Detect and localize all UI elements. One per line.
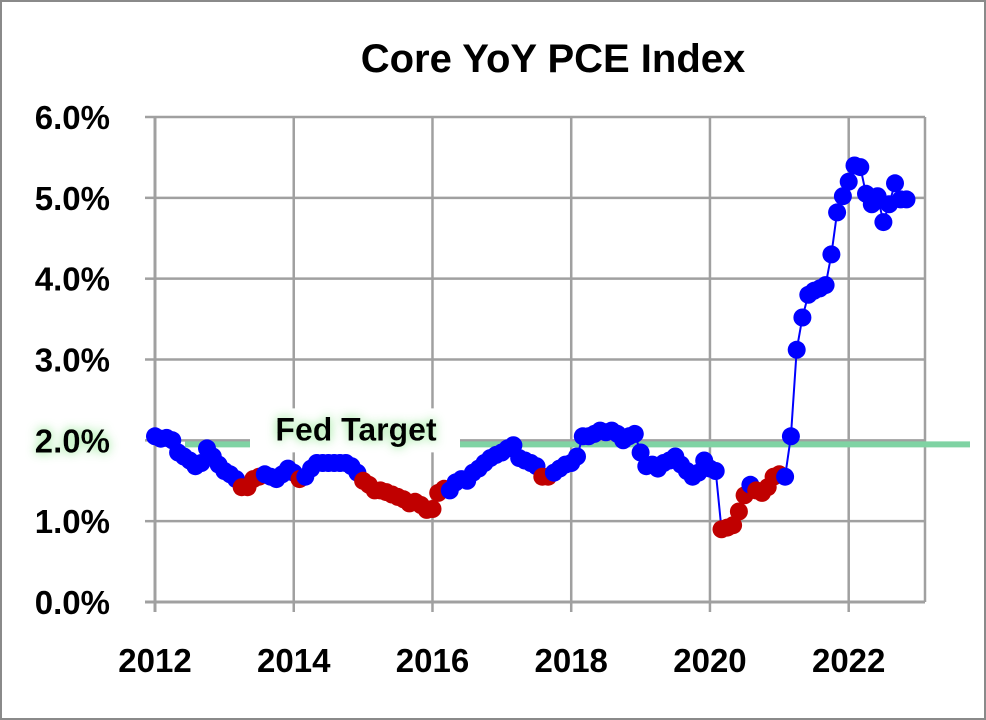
grid-lines: [153, 115, 927, 604]
data-point-blue: [886, 174, 904, 193]
x-tick-label: 2018: [535, 642, 608, 679]
y-tick-label: 3.0%: [35, 342, 110, 379]
fed-target-line-group: Fed Target: [185, 408, 970, 453]
data-point-blue: [897, 190, 916, 209]
fed-target-label-bg: [250, 408, 460, 453]
x-tick-label: 2022: [812, 642, 885, 679]
x-tick-label: 2016: [396, 642, 469, 679]
data-point-blue: [706, 462, 725, 480]
y-tick-label: 2.0%: [35, 422, 110, 459]
y-tick-label: 0.0%: [35, 584, 110, 621]
data-point-blue: [781, 427, 800, 446]
data-point-blue: [828, 203, 847, 222]
x-tick-label: 2020: [673, 642, 746, 679]
data-point-blue: [874, 213, 893, 232]
data-point-blue: [816, 276, 835, 295]
x-tick-label: 2012: [118, 642, 191, 679]
x-tick-label: 2014: [257, 642, 331, 679]
data-points: [146, 156, 916, 539]
data-point-red: [724, 516, 743, 535]
y-tick-label: 6.0%: [35, 99, 110, 136]
data-point-blue: [839, 172, 858, 191]
y-tick-label: 5.0%: [35, 180, 110, 217]
data-point-blue: [793, 308, 812, 327]
chart-title: Core YoY PCE Index: [361, 37, 746, 81]
data-point-blue: [787, 340, 806, 359]
data-point-blue: [851, 158, 870, 177]
data-point-blue: [833, 187, 852, 206]
data-point-blue: [568, 447, 586, 466]
data-point-red: [729, 502, 748, 521]
fed-target-label: Fed Target: [275, 411, 437, 447]
y-tick-label: 4.0%: [35, 261, 110, 298]
y-tick-label: 1.0%: [35, 503, 110, 540]
axes: [145, 115, 925, 612]
data-point-blue: [625, 424, 644, 443]
data-point-red: [423, 500, 442, 518]
data-point-blue: [776, 467, 795, 486]
tick-labels: 0.0% 1.0% 2.0% 3.0% 4.0% 5.0% 6.0% 2012 2014 2016…: [35, 99, 886, 679]
data-point-blue: [631, 443, 650, 462]
data-point-blue: [822, 245, 841, 264]
